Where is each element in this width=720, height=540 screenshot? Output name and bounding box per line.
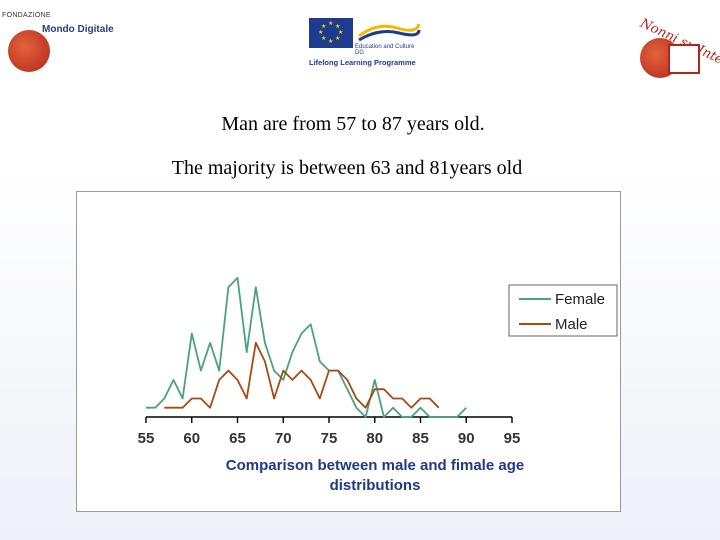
lifelong-learning-logo: ★ ★ ★ ★ ★ ★ ★ ★ Education and Culture DG Life… — [305, 14, 425, 74]
x-tick-label: 60 — [183, 430, 200, 447]
x-tick-label: 55 — [138, 430, 155, 447]
x-tick-label: 90 — [458, 430, 475, 447]
chart-title: Comparison between male and fimale age di… — [226, 457, 524, 494]
legend-box — [508, 284, 618, 337]
chart-frame: 55 60 65 70 75 80 85 90 95 Female Male Comparison… — [76, 191, 621, 512]
monitor-icon — [668, 44, 700, 74]
x-tick-label: 85 — [412, 430, 429, 447]
globe-icon — [8, 30, 50, 72]
x-tick-label: 95 — [504, 430, 521, 447]
series-lines — [146, 277, 467, 418]
x-tick-label: 80 — [366, 430, 383, 447]
x-axis: 55 60 65 70 75 80 85 90 95 — [138, 416, 521, 447]
eu-flag-icon: ★ ★ ★ ★ ★ ★ ★ ★ — [309, 18, 353, 48]
age-distribution-chart: 55 60 65 70 75 80 85 90 95 Female Male Comparison… — [138, 277, 618, 494]
legend: Female Male — [508, 284, 618, 337]
x-tick-label: 70 — [275, 430, 292, 447]
chart-title-line: distributions — [330, 477, 421, 494]
dg-label: Education and Culture DG — [355, 44, 415, 56]
caption-line-2: The majority is between 63 and 81years o… — [171, 157, 523, 179]
series-line-male — [164, 341, 440, 409]
x-tick-label: 75 — [321, 430, 338, 447]
legend-label-male: Male — [555, 316, 588, 333]
logo-org-name: Mondo Digitale — [42, 24, 114, 35]
chart-title-line: Comparison between male and fimale age — [226, 457, 524, 474]
legend-label-female: Female — [555, 291, 605, 308]
mondo-digitale-logo: FONDAZIONE Mondo Digitale — [2, 2, 132, 78]
program-label: Lifelong Learning Programme — [309, 58, 416, 67]
eac-wave-icon — [358, 23, 421, 42]
x-tick-label: 65 — [229, 430, 246, 447]
logo-org-small: FONDAZIONE — [2, 12, 51, 19]
series-line-female — [146, 277, 467, 418]
caption-line-1: Man are from 57 to 87 years old. — [221, 113, 485, 135]
nonni-su-internet-logo: Nonni su Internet — [634, 4, 720, 84]
